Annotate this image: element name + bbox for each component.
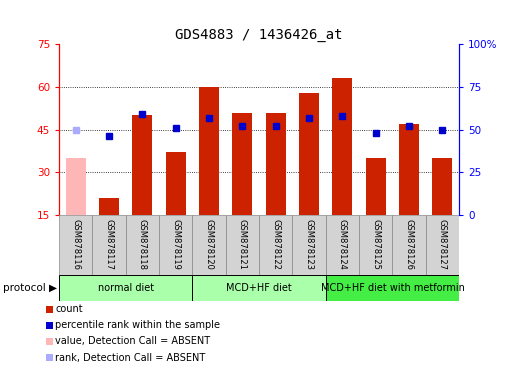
Bar	[226, 215, 259, 275]
Bar	[359, 215, 392, 275]
Bar	[92, 215, 126, 275]
Bar	[432, 158, 452, 215]
Bar	[192, 215, 226, 275]
Bar	[426, 215, 459, 275]
Text: GSM878124: GSM878124	[338, 219, 347, 270]
Text: percentile rank within the sample: percentile rank within the sample	[55, 320, 221, 330]
Bar	[126, 215, 159, 275]
Text: value, Detection Call = ABSENT: value, Detection Call = ABSENT	[55, 336, 210, 346]
Text: rank, Detection Call = ABSENT: rank, Detection Call = ABSENT	[55, 353, 206, 362]
Bar	[232, 113, 252, 215]
Bar	[59, 275, 192, 301]
Bar	[266, 113, 286, 215]
Bar	[299, 93, 319, 215]
Text: protocol ▶: protocol ▶	[3, 283, 56, 293]
Bar	[99, 198, 119, 215]
Bar	[332, 78, 352, 215]
Text: GSM878125: GSM878125	[371, 219, 380, 270]
Text: GSM878127: GSM878127	[438, 219, 447, 270]
Bar	[326, 215, 359, 275]
Text: MCD+HF diet with metformin: MCD+HF diet with metformin	[321, 283, 464, 293]
Text: GSM878119: GSM878119	[171, 219, 180, 270]
Bar	[259, 215, 292, 275]
Text: normal diet: normal diet	[97, 283, 154, 293]
Bar	[326, 275, 459, 301]
Bar	[59, 215, 92, 275]
Text: GSM878120: GSM878120	[205, 219, 213, 270]
Text: GSM878122: GSM878122	[271, 219, 280, 270]
Text: GSM878123: GSM878123	[305, 219, 313, 270]
Text: GSM878118: GSM878118	[138, 219, 147, 270]
Text: GSM878117: GSM878117	[105, 219, 113, 270]
Bar	[166, 152, 186, 215]
Bar	[399, 124, 419, 215]
Text: GSM878121: GSM878121	[238, 219, 247, 270]
Text: MCD+HF diet: MCD+HF diet	[226, 283, 292, 293]
Bar	[192, 275, 326, 301]
Bar	[292, 215, 326, 275]
Bar	[366, 158, 386, 215]
Text: GSM878126: GSM878126	[405, 219, 413, 270]
Text: GSM878116: GSM878116	[71, 219, 80, 270]
Bar	[392, 215, 426, 275]
Title: GDS4883 / 1436426_at: GDS4883 / 1436426_at	[175, 28, 343, 42]
Bar	[66, 158, 86, 215]
Bar	[159, 215, 192, 275]
Text: count: count	[55, 304, 83, 314]
Bar	[199, 87, 219, 215]
Bar	[132, 115, 152, 215]
